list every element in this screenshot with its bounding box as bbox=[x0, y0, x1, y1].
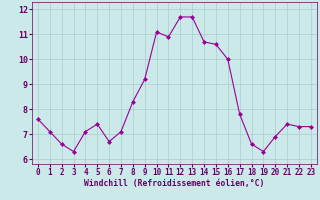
X-axis label: Windchill (Refroidissement éolien,°C): Windchill (Refroidissement éolien,°C) bbox=[84, 179, 265, 188]
